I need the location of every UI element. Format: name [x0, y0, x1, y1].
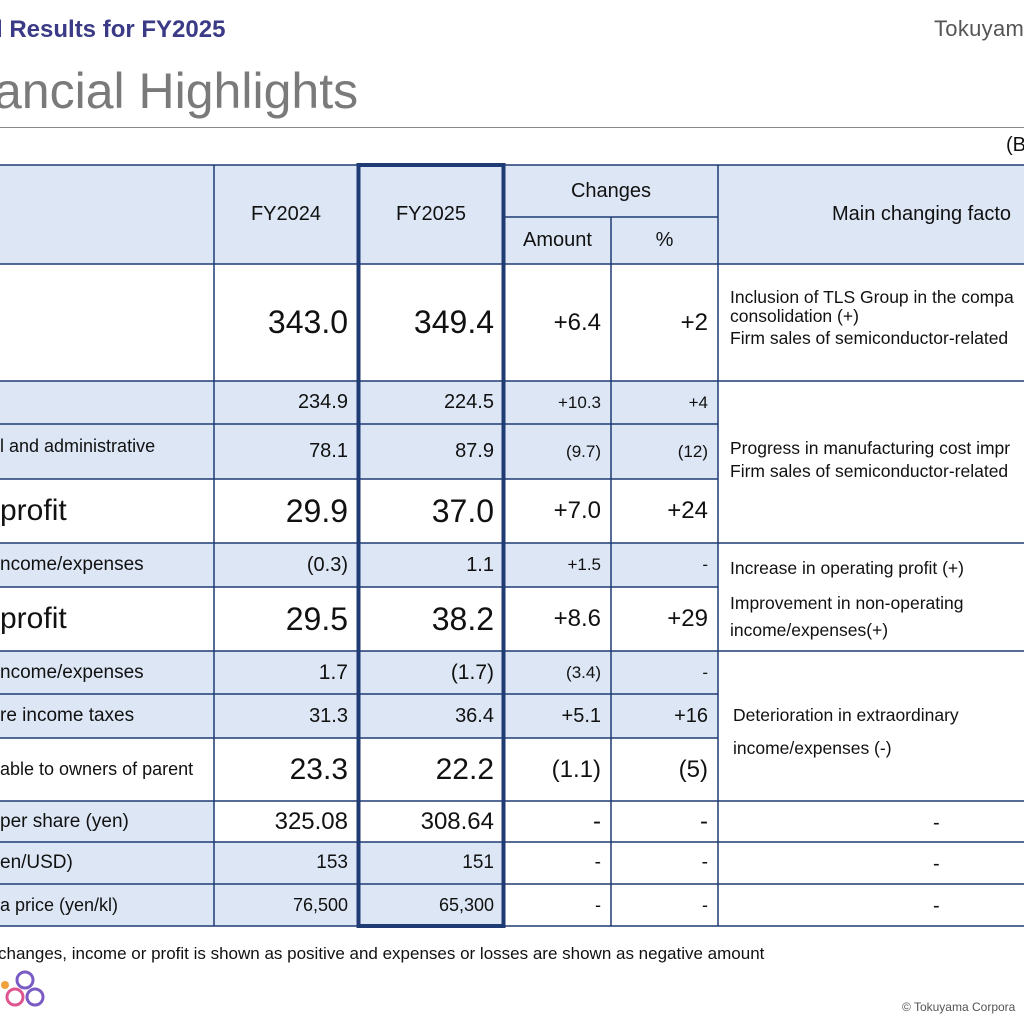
copyright: © Tokuyama Corpora	[902, 1000, 1016, 1014]
cell-label: ncome/expenses	[0, 661, 144, 683]
col-header-fy2025: FY2025	[395, 203, 467, 225]
cell-fy2024: 31.3	[309, 704, 348, 727]
col-header-pct: %	[655, 229, 674, 251]
factor-line: Deterioration in extraordinary	[733, 705, 959, 725]
factor-group-extraordinary: Deterioration in extraordinary income/ex…	[733, 699, 959, 765]
cell-fy2024: 343.0	[267, 304, 348, 340]
cell-pct: -	[702, 894, 708, 915]
cell-fy2024: 1.7	[318, 660, 348, 684]
cell-fy2025: (1.7)	[450, 660, 494, 684]
cell-fy2025: 65,300	[438, 894, 494, 915]
cell-fy2025: 1.1	[466, 553, 494, 576]
cell-amount: +10.3	[557, 392, 601, 412]
cell-fy2025: 36.4	[455, 704, 494, 727]
factor-group-operating: Progress in manufacturing cost impr Firm…	[730, 437, 1010, 483]
header-row-bg	[0, 165, 1024, 264]
cell-amount: (1.1)	[551, 755, 601, 783]
cell-pct: -	[701, 852, 708, 873]
company-logo-text: Tokuyam	[934, 16, 1024, 41]
cell-fy2025: 38.2	[431, 600, 494, 637]
cell-label: ncome/expenses	[0, 554, 144, 575]
cell-label: en/USD)	[0, 852, 73, 873]
cell-amount: (9.7)	[566, 441, 601, 461]
factor-line: income/expenses(+)	[730, 620, 889, 640]
col-header-amount: Amount	[523, 229, 592, 251]
factor-line: Progress in manufacturing cost impr	[730, 438, 1011, 458]
factor-line: consolidation (+)	[730, 306, 859, 326]
factor-line: income/expenses (-)	[733, 738, 892, 758]
cell-pct: (5)	[678, 755, 708, 783]
cell-fy2024: 29.5	[285, 600, 348, 637]
page-title: ancial Highlights	[0, 63, 359, 119]
cell-label: re income taxes	[0, 705, 135, 726]
unit-label: (B	[1006, 134, 1024, 156]
cell-fy2025: 37.0	[431, 492, 494, 529]
cell-amount: -	[595, 894, 601, 915]
cell-fy2025: 308.64	[420, 807, 494, 835]
cell-pct: (12)	[677, 441, 708, 461]
cell-amount: +7.0	[553, 497, 601, 524]
cell-fy2024: 153	[316, 852, 348, 873]
cell-pct: -	[702, 555, 708, 574]
cell-amount: -	[593, 807, 601, 835]
cell-fy2024: 325.08	[274, 807, 348, 835]
cell-fy2024: 23.3	[289, 752, 348, 786]
col-header-fy2024: FY2024	[250, 203, 322, 225]
factor-dash: -	[933, 812, 940, 834]
cell-fy2025: 224.5	[443, 391, 494, 413]
factor-line: Inclusion of TLS Group in the compa	[730, 287, 1014, 307]
factor-dash: -	[933, 853, 940, 875]
col-header-changes: Changes	[570, 179, 652, 202]
cell-pct: +2	[680, 308, 708, 336]
factor-group-sales: Inclusion of TLS Group in the compa cons…	[730, 286, 1014, 350]
factor-line: Improvement in non-operating	[730, 593, 964, 613]
factor-operating-increase: Increase in operating profit (+)	[730, 558, 964, 578]
cell-amount: +1.5	[567, 555, 601, 574]
cell-label: a price (yen/kl)	[0, 894, 119, 915]
cell-label: per share (yen)	[0, 810, 129, 832]
footnote: changes, income or profit is shown as po…	[0, 944, 765, 963]
cell-pct: -	[702, 662, 708, 682]
cell-pct: -	[700, 807, 708, 835]
factor-line: Firm sales of semiconductor-related	[730, 461, 1009, 481]
cell-amount: (3.4)	[566, 662, 601, 682]
cell-fy2024: (0.3)	[306, 553, 348, 576]
cell-amount: +6.4	[553, 308, 601, 336]
col-header-factors: Main changing facto	[832, 203, 1012, 225]
cell-fy2024: 76,500	[292, 894, 348, 915]
cell-fy2025: 22.2	[435, 752, 494, 786]
factor-dash: -	[933, 895, 940, 917]
cell-amount: +5.1	[561, 704, 601, 727]
cell-label: able to owners of parent	[0, 759, 194, 779]
header-subtitle: l Results for FY2025	[0, 16, 226, 43]
cell-fy2024: 78.1	[309, 440, 348, 462]
cell-fy2025: 87.9	[455, 440, 494, 462]
cell-pct: +24	[667, 497, 708, 524]
cell-amount: -	[594, 852, 601, 873]
cell-label: l and administrative	[0, 436, 156, 456]
cell-pct: +4	[688, 392, 708, 412]
title-divider	[0, 127, 1024, 128]
cell-fy2024: 234.9	[297, 391, 348, 413]
cell-fy2024: 29.9	[285, 492, 348, 529]
cell-fy2025: 151	[462, 852, 494, 873]
cell-pct: +29	[667, 605, 708, 632]
factor-group-ordinary: Improvement in non-operating income/expe…	[730, 590, 963, 644]
cell-pct: +16	[674, 704, 708, 727]
tokuyama-logo-icon	[1, 970, 45, 1007]
cell-label: profit	[0, 602, 67, 635]
factor-line: Firm sales of semiconductor-related	[730, 328, 1009, 348]
cell-amount: +8.6	[553, 605, 601, 632]
shade-row-10-label	[0, 801, 214, 842]
cell-label: profit	[0, 494, 67, 527]
cell-fy2025: 349.4	[413, 304, 494, 340]
